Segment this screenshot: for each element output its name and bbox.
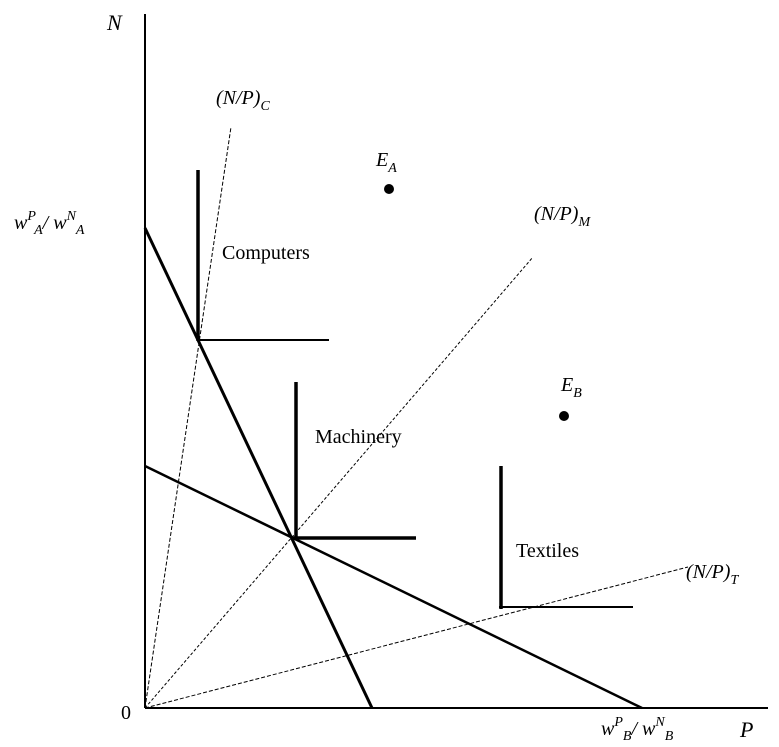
endowment-label-b: EB — [560, 374, 582, 401]
isocost-line-b — [144, 464, 643, 710]
ray-label-machinery: (N/P)M — [534, 203, 591, 230]
isoquant-label-machinery: Machinery — [315, 426, 402, 448]
ray-machinery — [144, 256, 534, 709]
origin-label: 0 — [121, 702, 131, 724]
ray-label-textiles: (N/P)T — [686, 561, 739, 588]
isoquant-label-computers: Computers — [222, 242, 310, 264]
endowment-point-b — [559, 411, 569, 421]
ray-label-computers: (N/P)C — [216, 87, 270, 114]
y-axis-label: N — [106, 10, 123, 35]
isocost-line-a — [143, 227, 374, 709]
endowment-label-a: EA — [375, 149, 397, 176]
ray-computers — [144, 126, 232, 709]
x-axis-label: P — [739, 717, 753, 742]
wage-ratio-label-b: wPB/ wNB — [601, 715, 674, 744]
endowment-point-a — [384, 184, 394, 194]
isoquant-label-textiles: Textiles — [516, 540, 579, 562]
ray-textiles — [144, 566, 689, 709]
wage-ratio-label-a: wPA/ wNA — [14, 209, 85, 238]
